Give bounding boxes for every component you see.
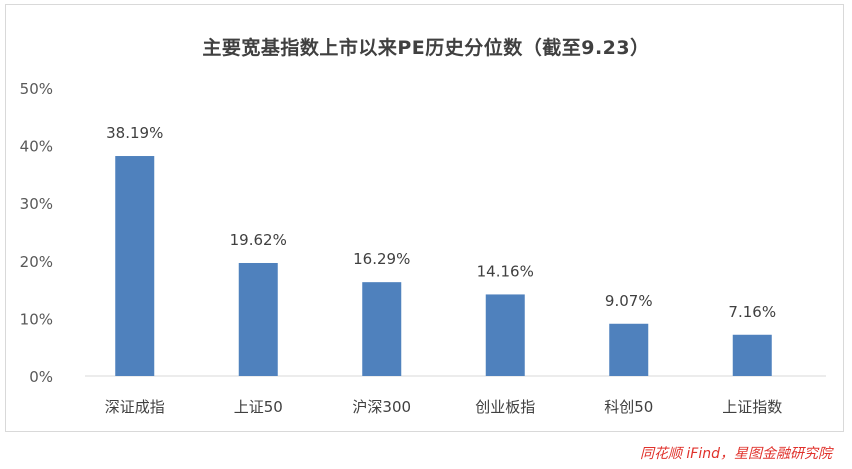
x-tick-label: 上证50 [234,398,283,416]
y-axis: 0% 10% 20% 30% 40% 50% [20,80,53,386]
data-label: 16.29% [353,250,410,268]
chart-title: 主要宽基指数上市以来PE历史分位数（截至9.23） [202,37,650,59]
y-tick-label: 0% [29,368,53,386]
y-tick-label: 40% [20,138,53,156]
y-tick-label: 20% [20,253,53,271]
data-label: 38.19% [106,124,163,142]
bar [362,282,402,376]
x-axis: 深证成指 上证50 沪深300 创业板指 科创50 上证指数 [105,398,783,416]
bars [115,156,772,376]
x-tick-label: 深证成指 [105,398,165,416]
y-tick-label: 10% [20,310,53,328]
y-tick-label: 30% [20,195,53,213]
x-tick-label: 创业板指 [475,398,535,416]
bar [609,323,649,376]
bar [238,262,278,376]
bar [485,294,525,376]
data-label: 19.62% [230,231,287,249]
value-labels: 38.19% 19.62% 16.29% 14.16% 9.07% 7.16% [106,124,776,321]
data-label: 14.16% [477,262,534,280]
source-note: 同花顺 iFind，星图金融研究院 [639,446,832,462]
x-tick-label: 沪深300 [352,398,411,416]
bar [115,156,155,376]
x-tick-label: 上证指数 [722,398,782,416]
x-tick-label: 科创50 [604,398,653,416]
data-label: 9.07% [605,292,653,310]
y-tick-label: 50% [20,80,53,98]
bar [732,334,772,376]
data-label: 7.16% [728,303,776,321]
